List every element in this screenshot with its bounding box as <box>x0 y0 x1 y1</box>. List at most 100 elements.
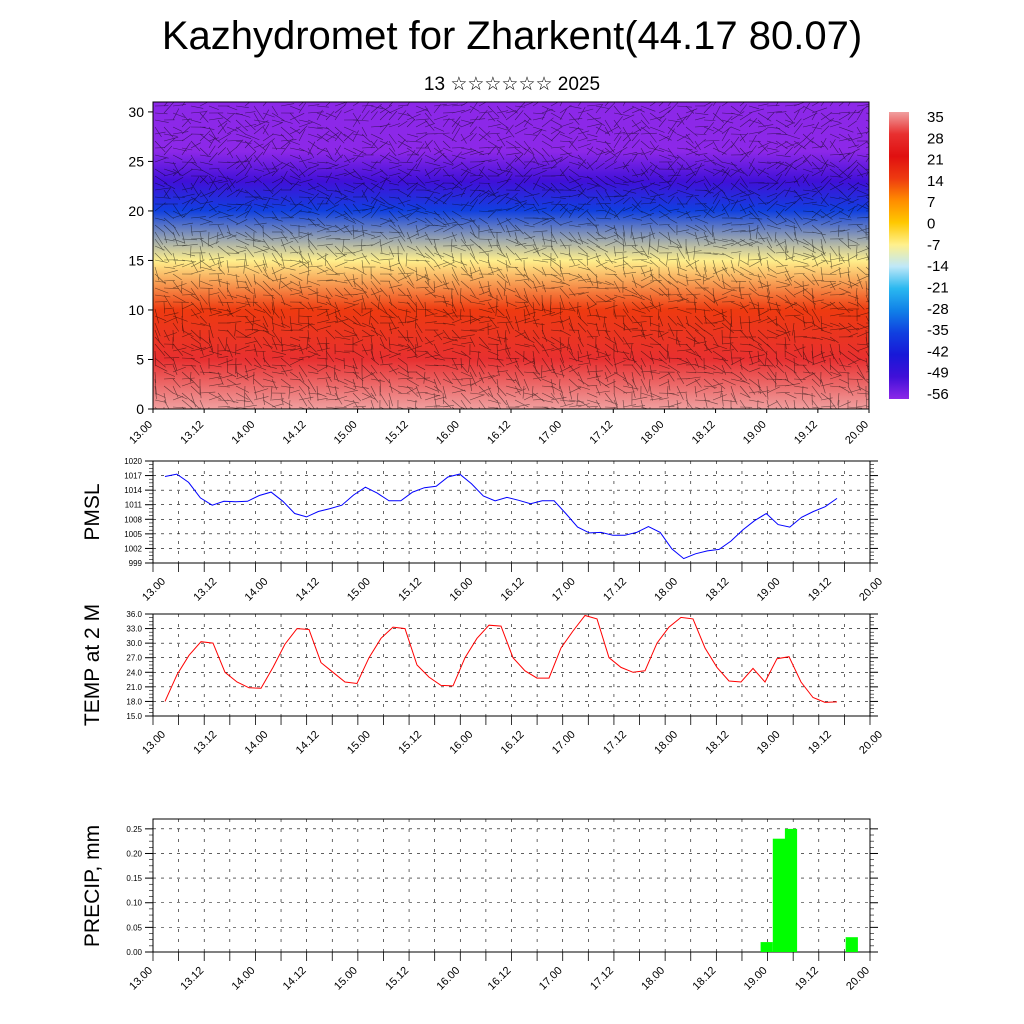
y-tick-label: 30.0 <box>126 639 142 648</box>
chart-title: Kazhydromet for Zharkent(44.17 80.07) <box>161 14 863 58</box>
precip-bar <box>760 942 773 952</box>
x-tick-label: 16.00 <box>447 576 475 604</box>
x-tick-label: 17.00 <box>550 576 578 604</box>
panel-frame <box>152 818 871 953</box>
y-tick-label: 36.0 <box>126 610 142 619</box>
y-tick-label: 1002 <box>124 544 142 553</box>
heatmap-xtick-label: 14.00 <box>229 419 257 447</box>
colorbar-label: 21 <box>927 152 944 169</box>
heatmap-xtick-label: 15.00 <box>332 419 360 447</box>
x-tick-label: 15.00 <box>332 965 360 993</box>
x-tick-label: 17.12 <box>601 576 629 604</box>
y-tick-label: 0.20 <box>126 849 142 858</box>
x-tick-label: 18.12 <box>704 576 732 604</box>
heatmap-xtick-label: 20.00 <box>843 419 871 447</box>
x-tick-label: 15.12 <box>383 965 411 993</box>
x-tick-label: 18.00 <box>652 729 680 757</box>
x-tick-label: 19.00 <box>755 576 783 604</box>
x-tick-label: 16.12 <box>499 729 527 757</box>
x-tick-label: 17.00 <box>550 729 578 757</box>
colorbar-label: 0 <box>927 216 935 233</box>
colorbar-label: 7 <box>927 194 935 211</box>
heatmap-xtick-label: 18.00 <box>639 419 667 447</box>
heatmap-ytick-label: 25 <box>128 153 144 169</box>
heatmap-xtick-label: 16.12 <box>485 419 513 447</box>
x-tick-label: 16.00 <box>434 965 462 993</box>
y-axis-label: TEMP at 2 M <box>81 604 104 726</box>
precip-bar <box>784 828 798 952</box>
x-tick-label: 13.12 <box>178 965 206 993</box>
x-tick-label: 18.12 <box>691 965 719 993</box>
heatmap-xtick-label: 18.12 <box>690 419 718 447</box>
series-line <box>164 473 838 560</box>
y-tick-label: 1014 <box>124 486 142 495</box>
x-tick-label: 14.12 <box>281 965 309 993</box>
x-tick-label: 15.12 <box>396 729 424 757</box>
x-tick-label: 13.00 <box>140 576 168 604</box>
y-tick-label: 0.00 <box>126 948 142 957</box>
heatmap-ytick-label: 5 <box>136 351 144 367</box>
x-tick-label: 15.00 <box>345 576 373 604</box>
x-tick-label: 18.00 <box>652 576 680 604</box>
heatmap-xtick-label: 13.00 <box>127 419 155 447</box>
heatmap-xtick-label: 17.00 <box>536 419 564 447</box>
heatmap-xtick-label: 16.00 <box>434 419 462 447</box>
y-axis-label: PRECIP, mm <box>81 825 104 947</box>
colorbar-ramp <box>889 112 909 399</box>
x-tick-label: 16.00 <box>447 729 475 757</box>
precip-panel: 0.25 0.20 0.15 0.10 0.05 0.00 PRECIP, mm 13.00 1… <box>81 818 878 993</box>
colorbar-label: -56 <box>927 386 949 403</box>
x-tick-label: 16.12 <box>486 965 514 993</box>
y-tick-label: 24.0 <box>126 668 142 677</box>
colorbar-label: -49 <box>927 365 949 382</box>
x-tick-label: 14.00 <box>230 965 258 993</box>
x-tick-label: 14.12 <box>294 576 322 604</box>
y-tick-label: 27.0 <box>126 654 142 663</box>
y-tick-label: 1020 <box>124 457 142 466</box>
y-tick-label: 0.05 <box>126 923 142 932</box>
colorbar-label: -7 <box>927 237 940 254</box>
x-tick-label: 15.00 <box>345 729 373 757</box>
heatmap-ytick-label: 30 <box>128 104 144 120</box>
colorbar-label: -42 <box>927 343 949 360</box>
heatmap-xtick-label: 19.12 <box>792 419 820 447</box>
x-tick-label: 17.00 <box>537 965 565 993</box>
colorbar-label: -14 <box>927 258 949 275</box>
colorbar-label: -28 <box>927 301 949 318</box>
heatmap-panel: 0 5 10 15 20 25 30 13.00 13.12 14.00 14.12 15.00 15.… <box>127 101 871 447</box>
colorbar-label: 35 <box>927 109 944 126</box>
colorbar-label: 14 <box>927 173 944 190</box>
x-tick-label: 14.00 <box>243 729 271 757</box>
colorbar: 35 28 21 14 7 0 -7 -14 -21 -28 -35 -42 -49 -56 <box>889 109 949 403</box>
heatmap-ytick-label: 15 <box>128 252 144 268</box>
x-tick-label: 19.00 <box>755 729 783 757</box>
heatmap-xtick-label: 14.12 <box>281 419 309 447</box>
y-tick-label: 1017 <box>124 472 142 481</box>
y-tick-label: 0.10 <box>126 899 142 908</box>
y-tick-label: 0.25 <box>126 825 142 834</box>
x-tick-label: 17.12 <box>588 965 616 993</box>
x-tick-label: 17.12 <box>601 729 629 757</box>
heatmap-ytick-label: 10 <box>128 302 144 318</box>
x-tick-label: 19.00 <box>742 965 770 993</box>
y-tick-label: 999 <box>129 559 143 568</box>
y-tick-label: 1005 <box>124 530 142 539</box>
x-tick-label: 14.12 <box>294 729 322 757</box>
x-tick-label: 19.12 <box>793 965 821 993</box>
colorbar-label: -35 <box>927 322 949 339</box>
pmsl-panel: 1020 1017 1014 1011 1008 1005 1002 999 PMSL 13.00… <box>81 457 885 604</box>
y-tick-label: 0.15 <box>126 874 142 883</box>
y-tick-label: 33.0 <box>126 625 142 634</box>
x-tick-label: 13.00 <box>140 729 168 757</box>
x-tick-label: 18.12 <box>704 729 732 757</box>
heatmap-xtick-label: 19.00 <box>741 419 769 447</box>
x-tick-label: 15.12 <box>396 576 424 604</box>
precip-bar <box>772 838 785 952</box>
heatmap-ytick-label: 0 <box>136 401 144 417</box>
x-tick-label: 18.00 <box>639 965 667 993</box>
y-tick-label: 15.0 <box>126 712 142 721</box>
y-axis-label: PMSL <box>81 483 104 540</box>
x-tick-label: 19.12 <box>806 576 834 604</box>
y-tick-label: 1008 <box>124 515 142 524</box>
